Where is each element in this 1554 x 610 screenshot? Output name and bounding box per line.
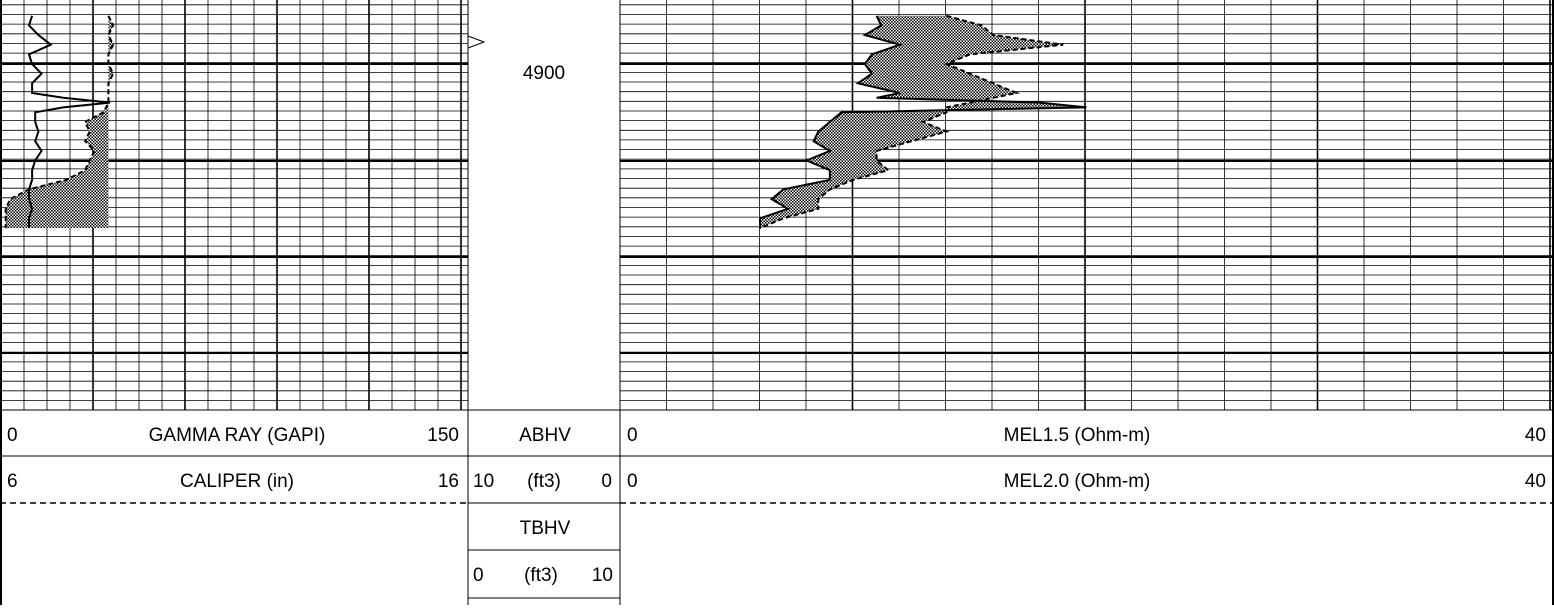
mel15-curve (759, 15, 1087, 229)
cal-min-label: 6 (7, 471, 18, 492)
gr-min-label: 0 (7, 425, 18, 446)
mel15-name-label: MEL1.5 (Ohm-m) (1004, 425, 1151, 446)
gr-max-label: 150 (427, 425, 459, 446)
cal-max-label: 16 (438, 471, 459, 492)
caliper-fill (5, 15, 114, 229)
depth-track: 4900 (467, 35, 565, 84)
mel20-name-label: MEL2.0 (Ohm-m) (1004, 471, 1151, 492)
track2-grid (620, 0, 1553, 410)
mel20-min-label: 0 (627, 471, 638, 492)
mel20-curve (759, 14, 1064, 230)
abhv-left-label: 10 (473, 471, 494, 492)
mel20-max-label: 40 (1525, 471, 1546, 492)
tbhv-left-label: 0 (473, 565, 484, 586)
cal-name-label: CALIPER (in) (180, 471, 294, 492)
mel15-min-label: 0 (627, 425, 638, 446)
tbhv-name-label: TBHV (520, 518, 571, 539)
abhv-name-label: ABHV (519, 425, 571, 446)
tbhv-units-label: (ft3) (524, 565, 558, 586)
tbhv-right-label: 10 (592, 565, 613, 586)
abhv-units-label: (ft3) (527, 471, 561, 492)
header-labels: 0 GAMMA RAY (GAPI) 150 ABHV 0 MEL1.5 (Oh… (7, 425, 1546, 586)
depth-label: 4900 (523, 63, 565, 84)
mel15-max-label: 40 (1525, 425, 1546, 446)
log-curves (4, 14, 1087, 230)
gr-name-label: GAMMA RAY (GAPI) (149, 425, 326, 446)
depth-marker-arrow (467, 35, 486, 49)
track1-grid (1, 0, 468, 410)
abhv-right-label: 0 (601, 471, 612, 492)
